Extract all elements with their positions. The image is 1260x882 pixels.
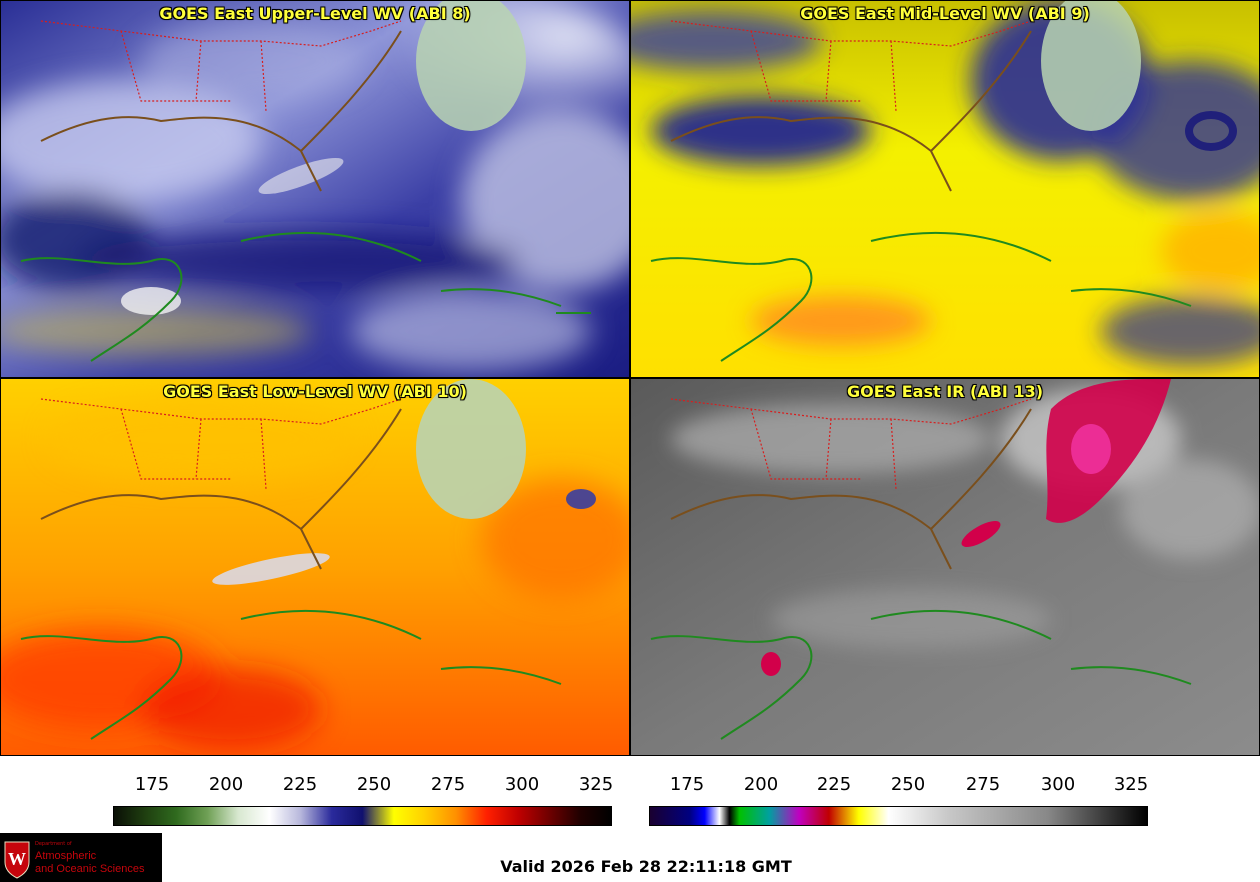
logo-line1: Atmospheric — [35, 850, 97, 862]
colorbar-wv: 175 200 225 250 275 300 325 — [113, 770, 614, 830]
panel-ir: GOES East IR (ABI 13) — [630, 378, 1260, 756]
mid-level-wv-imagery — [631, 1, 1259, 377]
colorbar-tick-label: 225 — [816, 774, 852, 795]
logo-dept-text: Department of — [35, 841, 72, 847]
aos-logo: W Department of Atmospheric and Oceanic … — [0, 833, 162, 882]
colorbar-tick-label: 275 — [430, 774, 466, 795]
colorbar-ir-ticks: 175 200 225 250 275 300 325 — [649, 770, 1148, 804]
colorbar-tick-label: 175 — [669, 774, 705, 795]
colorbar-ir: 175 200 225 250 275 300 325 — [649, 770, 1148, 830]
logo-line2: and Oceanic Sciences — [35, 863, 145, 875]
panel-title: GOES East Upper-Level WV (ABI 8) — [159, 4, 471, 23]
low-level-wv-imagery — [1, 379, 629, 755]
colorbar-tick-label: 200 — [208, 774, 244, 795]
colorbar-wv-ramp — [113, 806, 612, 826]
ir-imagery — [631, 379, 1259, 755]
panel-title: GOES East Mid-Level WV (ABI 9) — [800, 4, 1090, 23]
panel-mid-level-wv: GOES East Mid-Level WV (ABI 9) — [630, 0, 1260, 378]
colorbar-tick-label: 250 — [890, 774, 926, 795]
uw-crest-icon: W — [4, 841, 30, 879]
colorbar-tick-label: 300 — [504, 774, 540, 795]
colorbar-wv-ticks: 175 200 225 250 275 300 325 — [113, 770, 614, 804]
colorbar-tick-label: 325 — [1113, 774, 1149, 795]
colorbar-tick-label: 175 — [134, 774, 170, 795]
valid-time: Valid 2026 Feb 28 22:11:18 GMT — [500, 857, 792, 876]
colorbar-tick-label: 225 — [282, 774, 318, 795]
colorbar-tick-label: 200 — [743, 774, 779, 795]
panel-low-level-wv: GOES East Low-Level WV (ABI 10) — [0, 378, 630, 756]
logo-seal-letter: W — [8, 849, 26, 869]
panel-title: GOES East IR (ABI 13) — [846, 382, 1044, 401]
upper-level-wv-imagery — [1, 1, 629, 377]
colorbar-tick-label: 300 — [1040, 774, 1076, 795]
panel-title: GOES East Low-Level WV (ABI 10) — [163, 382, 467, 401]
colorbar-ir-ramp — [649, 806, 1148, 826]
colorbar-tick-label: 325 — [578, 774, 614, 795]
colorbar-tick-label: 275 — [965, 774, 1001, 795]
colorbar-tick-label: 250 — [356, 774, 392, 795]
panel-upper-level-wv: GOES East Upper-Level WV (ABI 8) — [0, 0, 630, 378]
